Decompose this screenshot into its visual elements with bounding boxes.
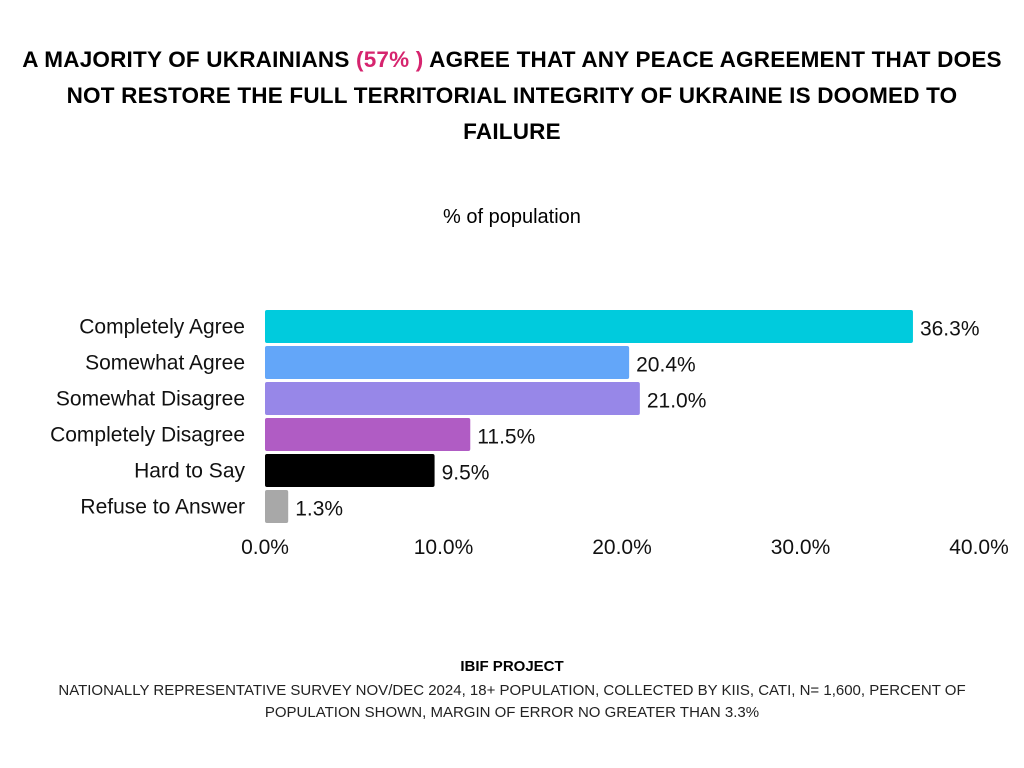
- value-label: 21.0%: [647, 390, 707, 413]
- bar: [265, 310, 913, 343]
- bar: [265, 346, 630, 379]
- source-label: IBIF PROJECT: [460, 658, 564, 675]
- value-label: 11.5%: [477, 426, 535, 449]
- title-text: A MAJORITY OF UKRAINIANS: [22, 47, 357, 72]
- title-highlight: (57% ): [356, 47, 424, 72]
- value-label: 20.4%: [636, 354, 696, 377]
- category-label: Completely Disagree: [50, 424, 245, 447]
- x-tick-label: 10.0%: [414, 536, 474, 559]
- chart-title: A MAJORITY OF UKRAINIANS (57% ) AGREE TH…: [20, 42, 1004, 150]
- bar: [265, 454, 435, 487]
- bar: [265, 382, 640, 415]
- x-tick-label: 30.0%: [771, 536, 831, 559]
- methodology-note: NATIONALLY REPRESENTATIVE SURVEY NOV/DEC…: [58, 682, 966, 721]
- category-label: Somewhat Agree: [85, 352, 245, 375]
- title-text-rest: AGREE THAT ANY PEACE AGREEMENT THAT DOES…: [66, 47, 1002, 144]
- bar: [265, 490, 289, 523]
- x-tick-label: 20.0%: [592, 536, 652, 559]
- value-label: 1.3%: [295, 498, 343, 521]
- category-label: Hard to Say: [134, 460, 245, 483]
- category-label: Refuse to Answer: [80, 496, 245, 519]
- bar: [265, 418, 471, 451]
- category-label: Somewhat Disagree: [56, 388, 245, 411]
- category-label: Completely Agree: [79, 316, 245, 339]
- value-label: 36.3%: [920, 318, 980, 341]
- chart-subtitle: % of population: [443, 206, 581, 228]
- x-tick-label: 40.0%: [949, 536, 1009, 559]
- value-label: 9.5%: [442, 462, 490, 485]
- x-tick-label: 0.0%: [241, 536, 289, 559]
